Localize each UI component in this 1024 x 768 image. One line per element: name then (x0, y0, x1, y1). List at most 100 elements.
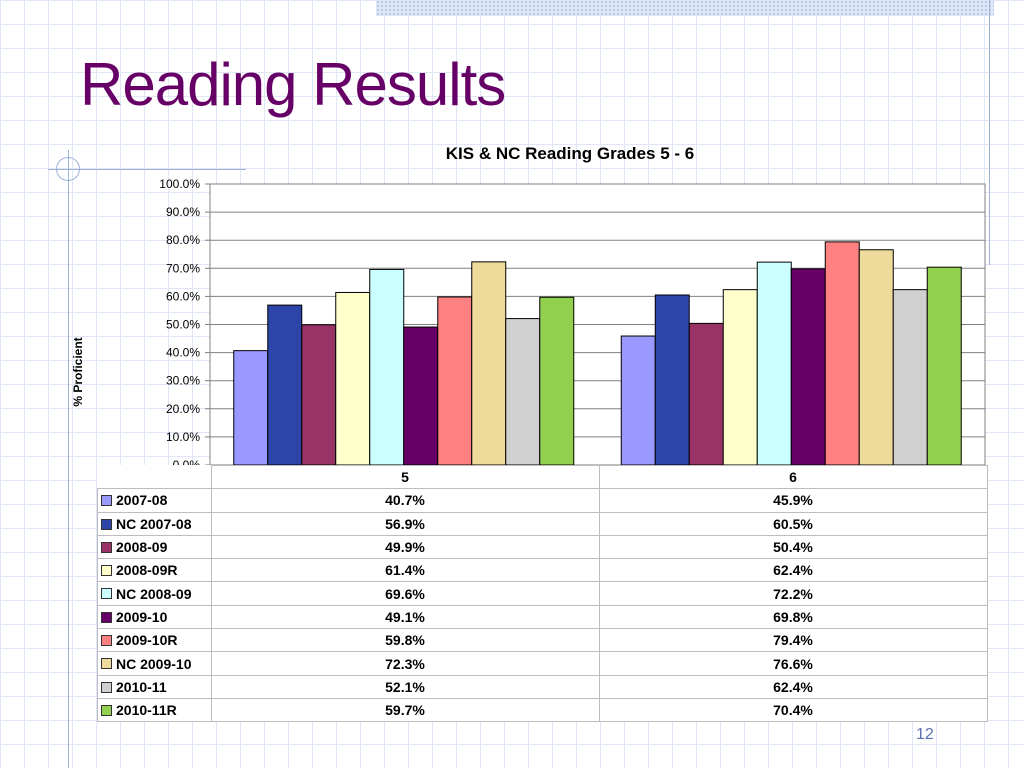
table-category-header: 5 (210, 464, 600, 490)
series-name: 2009-10R (116, 632, 178, 649)
data-label: 62.4% (598, 558, 988, 583)
table-corner (97, 465, 212, 489)
bar (335, 291, 371, 466)
table-row: NC 2007-08 56.9% 60.5% (97, 511, 988, 536)
data-label: 56.9% (210, 511, 600, 536)
bar (539, 296, 575, 466)
table-row: NC 2008-09 69.6% 72.2% (97, 581, 988, 606)
y-tick-label: 80.0% (166, 233, 200, 247)
y-tick-label: 90.0% (166, 205, 200, 219)
data-label: 69.8% (598, 604, 988, 630)
decoration-line-right (989, 0, 990, 265)
table-header-row: 5 6 (97, 464, 988, 490)
y-tick-label: 60.0% (166, 289, 200, 303)
table-row: 2010-11 52.1% 62.4% (97, 674, 988, 699)
legend-entry: 2009-10R (97, 628, 212, 653)
y-tick-label: 100.0% (159, 177, 200, 191)
legend-entry: 2009-10 (97, 604, 212, 630)
decoration-circle (56, 157, 80, 181)
chart-title: KIS & NC Reading Grades 5 - 6 (445, 144, 695, 163)
table-category-header: 6 (598, 464, 988, 490)
legend-entry: 2007-08 (97, 488, 212, 513)
bar (790, 268, 826, 466)
data-table: 5 6 2007-08 40.7% 45.9% NC 2007-08 56.9% 60.5… (97, 464, 988, 723)
table-row: 2008-09R 61.4% 62.4% (97, 558, 988, 583)
data-label: 79.4% (598, 628, 988, 653)
legend-swatch (101, 565, 112, 577)
header-decoration-band (376, 0, 994, 16)
legend-swatch (101, 704, 112, 716)
legend-swatch (101, 611, 112, 623)
bar (369, 268, 405, 466)
y-tick-label: 40.0% (166, 346, 200, 360)
data-label: 61.4% (210, 558, 600, 583)
series-name: 2010-11 (116, 678, 167, 695)
data-label: 72.3% (210, 651, 600, 676)
bar (505, 318, 541, 466)
series-name: 2007-08 (116, 492, 168, 509)
decoration-line-vertical (68, 150, 69, 768)
bar (654, 294, 690, 466)
y-tick-label: 70.0% (166, 261, 200, 275)
legend-swatch (101, 635, 112, 647)
legend-entry: NC 2008-09 (97, 581, 212, 606)
legend-entry: NC 2009-10 (97, 651, 212, 676)
data-label: 76.6% (598, 651, 988, 676)
bar (233, 350, 269, 466)
series-name: 2010-11R (116, 702, 177, 719)
legend-swatch (101, 658, 112, 670)
series-name: 2009-10 (116, 608, 168, 625)
bar (824, 241, 860, 466)
bar (403, 326, 439, 466)
legend-entry: 2008-09 (97, 534, 212, 560)
legend-swatch (101, 495, 112, 507)
bar (688, 322, 724, 466)
legend-swatch (101, 541, 112, 553)
bar (471, 261, 507, 466)
series-name: NC 2009-10 (116, 655, 192, 672)
legend-entry: NC 2007-08 (97, 511, 212, 536)
bar (267, 304, 303, 466)
legend-swatch (101, 518, 112, 530)
bar (301, 324, 337, 466)
slide-title: Reading Results (80, 51, 506, 118)
data-label: 49.1% (210, 604, 600, 630)
series-name: NC 2008-09 (116, 585, 192, 602)
legend-entry: 2010-11R (97, 697, 212, 723)
table-row: 2010-11R 59.7% 70.4% (97, 697, 988, 723)
page-number: 12 (916, 726, 934, 743)
y-tick-label: 50.0% (166, 318, 200, 332)
bar (892, 289, 928, 466)
decoration-line-horizontal (48, 169, 246, 170)
data-label: 70.4% (598, 697, 988, 723)
data-label: 45.9% (598, 488, 988, 513)
table-row: 2008-09 49.9% 50.4% (97, 534, 988, 560)
y-tick-label: 20.0% (166, 402, 200, 416)
data-label: 49.9% (210, 534, 600, 560)
data-label: 69.6% (210, 581, 600, 606)
legend-entry: 2010-11 (97, 674, 212, 699)
data-label: 52.1% (210, 674, 600, 699)
bar (756, 261, 792, 466)
data-label: 60.5% (598, 511, 988, 536)
series-name: 2008-09 (116, 539, 168, 556)
series-name: 2008-09R (116, 562, 178, 579)
data-label: 62.4% (598, 674, 988, 699)
bar (858, 249, 894, 466)
data-label: 72.2% (598, 581, 988, 606)
table-row: 2007-08 40.7% 45.9% (97, 488, 988, 513)
bar (437, 296, 473, 466)
data-label: 40.7% (210, 488, 600, 513)
table-row: 2009-10 49.1% 69.8% (97, 604, 988, 630)
table-row: NC 2009-10 72.3% 76.6% (97, 651, 988, 676)
data-label: 59.8% (210, 628, 600, 653)
table-row: 2009-10R 59.8% 79.4% (97, 628, 988, 653)
bar (620, 335, 656, 466)
series-name: NC 2007-08 (116, 515, 192, 532)
data-label: 50.4% (598, 534, 988, 560)
bar (926, 266, 962, 466)
y-tick-label: 30.0% (166, 374, 200, 388)
legend-entry: 2008-09R (97, 558, 212, 583)
bar (722, 289, 758, 466)
data-label: 59.7% (210, 697, 600, 723)
